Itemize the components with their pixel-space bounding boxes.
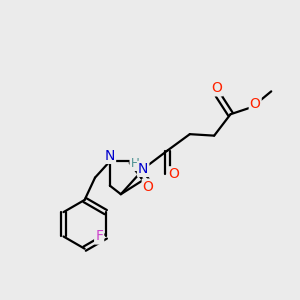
Text: N: N [105,149,115,163]
Text: O: O [169,167,179,181]
Text: N: N [138,162,148,176]
Text: H: H [130,157,139,170]
Text: O: O [250,97,261,111]
Text: O: O [143,180,154,194]
Text: F: F [95,230,103,244]
Text: O: O [211,81,222,95]
